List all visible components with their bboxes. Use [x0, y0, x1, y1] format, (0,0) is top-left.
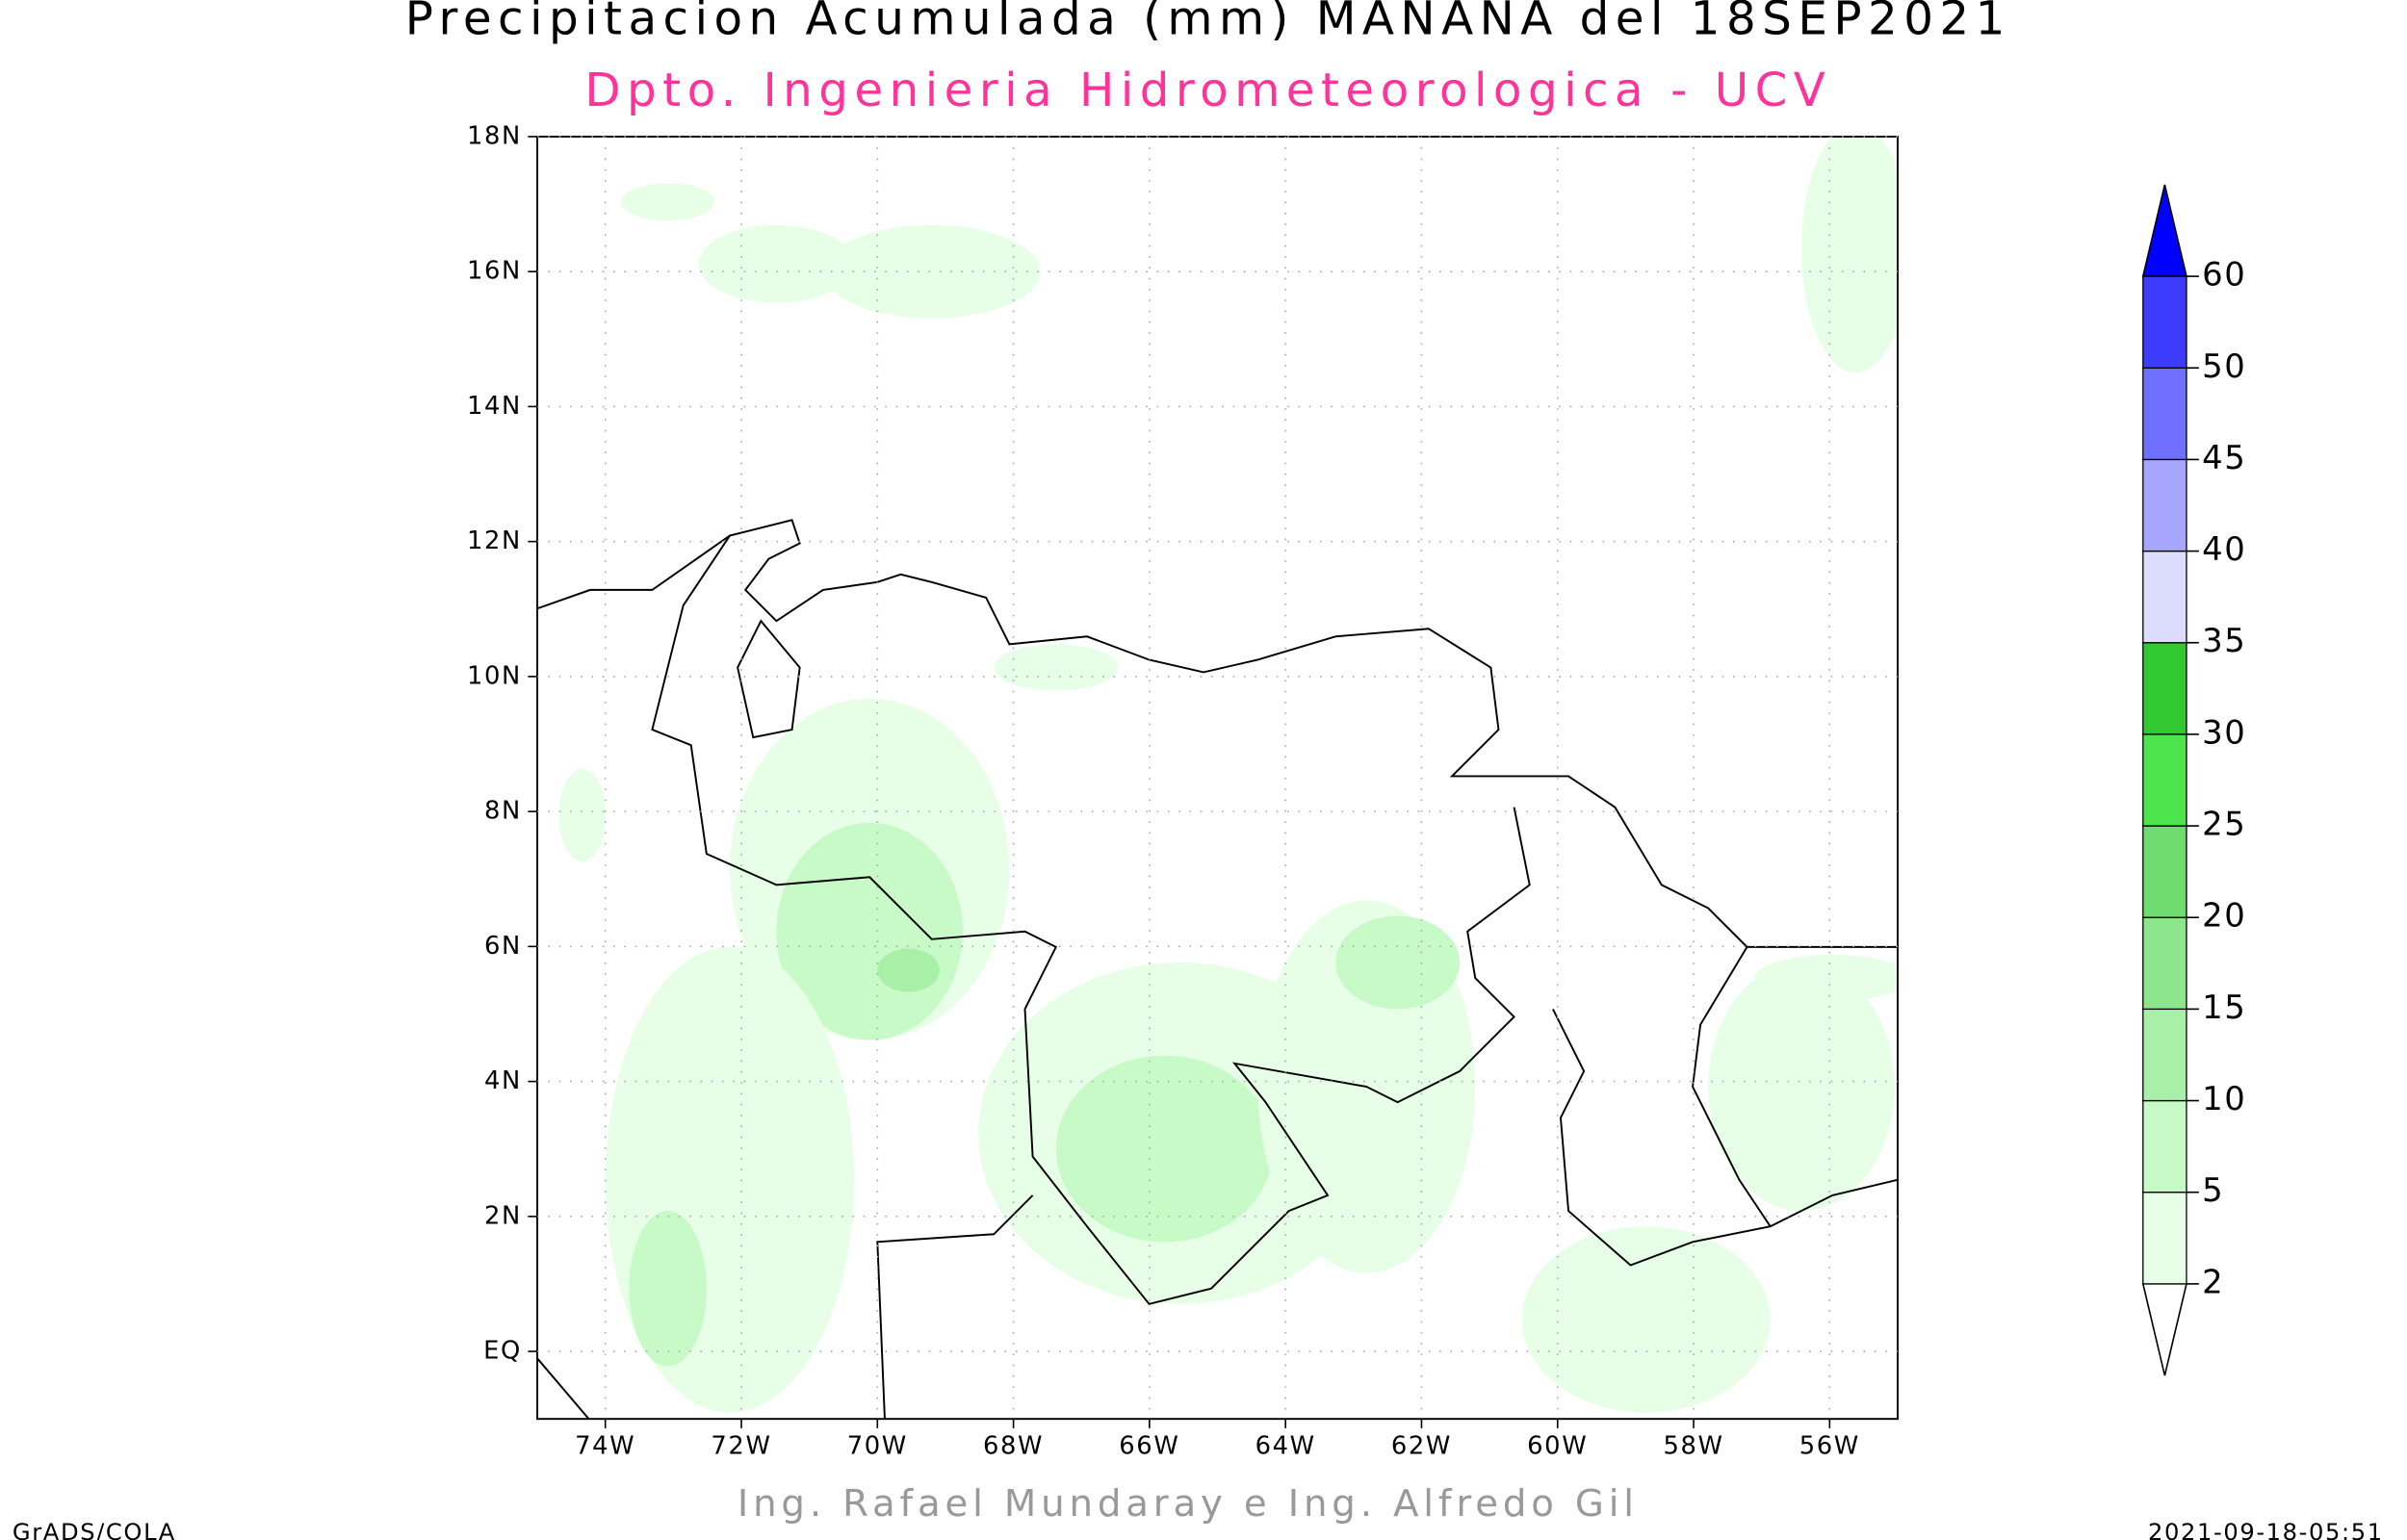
colorbar-high	[2141, 184, 2187, 277]
map-frame	[536, 135, 1899, 1421]
x-tick-label: 64W	[1255, 1432, 1316, 1461]
timestamp: 2021-09-18-05:51	[2148, 1519, 2384, 1540]
colorbar-label: 20	[2202, 897, 2246, 935]
footer-left: GrADS/COLA	[13, 1519, 176, 1540]
colorbar-label: 40	[2202, 530, 2246, 568]
subtitle: Dpto. Ingenieria Hidrometeorologica - UC…	[584, 64, 1831, 117]
x-tick-label: 66W	[1119, 1432, 1179, 1461]
colorbar-label: 30	[2202, 713, 2246, 751]
x-tick-label: 68W	[983, 1432, 1044, 1461]
colorbar-box	[2142, 916, 2187, 1011]
colorbar-label: 10	[2202, 1080, 2246, 1117]
x-tick-label: 56W	[1799, 1432, 1860, 1461]
colorbar-low	[2141, 1283, 2187, 1376]
title: Precipitacion Acumulada (mm) MANANA del …	[405, 0, 2011, 46]
colorbar-box	[2142, 642, 2187, 735]
colorbar-label: 35	[2202, 622, 2246, 659]
colorbar-box	[2142, 733, 2187, 827]
colorbar-box	[2142, 1008, 2187, 1102]
y-tick-label: 2N	[484, 1201, 522, 1230]
x-tick-label: 74W	[575, 1432, 635, 1461]
colorbar-label: 5	[2202, 1171, 2224, 1209]
y-tick-label: 14N	[467, 392, 522, 421]
y-tick-label: 18N	[467, 121, 522, 150]
y-tick-label: 8N	[484, 797, 522, 826]
colorbar-label: 15	[2202, 988, 2246, 1026]
colorbar-box	[2142, 1192, 2187, 1285]
x-tick-label: 60W	[1527, 1432, 1588, 1461]
colorbar-box	[2142, 1099, 2187, 1194]
colorbar-box	[2142, 458, 2187, 552]
colorbar-label: 45	[2202, 439, 2246, 476]
y-tick-label: 6N	[484, 932, 522, 961]
credit: Ing. Rafael Mundaray e Ing. Alfredo Gil	[738, 1482, 1639, 1526]
x-tick-label: 58W	[1663, 1432, 1723, 1461]
x-tick-label: 72W	[711, 1432, 771, 1461]
precipitation-field	[558, 136, 1898, 1413]
y-tick-label: 4N	[484, 1066, 522, 1095]
colorbar-label: 2	[2202, 1263, 2224, 1300]
y-tick-label: 16N	[467, 257, 522, 286]
colorbar-label: 50	[2202, 347, 2246, 385]
y-tick-label: 10N	[467, 661, 522, 690]
colorbar-box	[2142, 825, 2187, 918]
y-tick-label: 12N	[467, 526, 522, 555]
y-tick-label: EQ	[483, 1337, 522, 1366]
colorbar-label: 60	[2202, 256, 2246, 294]
colorbar-box	[2142, 367, 2187, 461]
x-tick-label: 70W	[847, 1432, 908, 1461]
colorbar-label: 25	[2202, 806, 2246, 843]
colorbar-box	[2142, 275, 2187, 369]
x-tick-label: 62W	[1391, 1432, 1452, 1461]
coastlines	[537, 519, 1898, 1420]
colorbar-box	[2142, 550, 2187, 644]
